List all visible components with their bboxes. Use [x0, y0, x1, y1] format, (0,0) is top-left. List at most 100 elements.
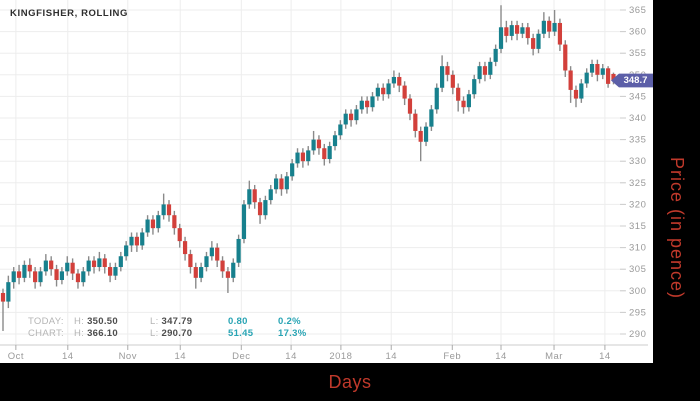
candle-body: [11, 271, 16, 283]
x-axis-label: 14: [174, 351, 186, 362]
candle-body: [140, 232, 145, 246]
candle-body: [172, 215, 177, 229]
candle-body: [456, 87, 461, 101]
candle-body: [150, 219, 156, 229]
candle-body: [102, 258, 107, 268]
x-axis-label: 14: [285, 351, 297, 362]
y-axis-label: 325: [629, 178, 646, 189]
candle-body: [498, 27, 504, 49]
today-change: 0.80: [228, 316, 248, 327]
candle-body: [43, 260, 48, 272]
y-axis-label: 295: [629, 307, 646, 318]
candle-body: [391, 76, 397, 84]
candle-body: [16, 271, 22, 278]
candle-body: [145, 219, 150, 233]
candle-body: [86, 260, 91, 272]
candle-body: [49, 260, 54, 270]
chart-label: CHART:: [28, 328, 64, 339]
candle-body: [579, 83, 584, 99]
y-axis-label: 330: [629, 156, 646, 167]
price-stats: TODAY: H: 350.50 L: 347.79 0.80 0.2% CHA…: [28, 316, 326, 340]
today-change-pct: 0.2%: [278, 316, 301, 327]
candle-body: [520, 27, 525, 34]
candle-body: [541, 20, 546, 34]
y-axis-title: Price (in pence): [667, 156, 687, 300]
candle-body: [381, 87, 386, 95]
candle-body: [552, 22, 557, 32]
candle-body: [477, 66, 482, 80]
today-label: TODAY:: [28, 316, 64, 327]
candle-body: [370, 96, 375, 108]
candle-body: [65, 262, 70, 272]
y-axis-title-bar: Price (in pence): [653, 0, 700, 401]
candle-body: [440, 66, 445, 88]
candle-body: [134, 236, 139, 246]
candlestick-chart[interactable]: Oct 14 Nov 14 Dec 14 2018 14 Feb 14 Mar 14 290 295 300…: [0, 0, 653, 363]
chart-canvas: Oct 14 Nov 14 Dec 14 2018 14 Feb 14 Mar 14 290 295 300…: [0, 0, 648, 362]
candle-body: [509, 25, 514, 36]
chart-change-pct: 17.3%: [278, 328, 307, 339]
today-high: H: 350.50: [74, 316, 118, 327]
candle-body: [284, 176, 289, 190]
candle-body: [450, 74, 455, 88]
candle-body: [156, 215, 161, 229]
candle-body: [557, 22, 563, 45]
candle-body: [429, 109, 434, 127]
candle-body: [407, 98, 413, 114]
candle-body: [252, 189, 257, 203]
candle-body: [584, 72, 589, 84]
candle-body: [402, 85, 407, 99]
candle-body: [611, 73, 616, 81]
candle-body: [547, 20, 552, 32]
x-axis-label: 14: [599, 351, 611, 362]
candle-body: [397, 76, 402, 86]
candle-body: [108, 267, 113, 276]
candle-body: [241, 204, 247, 239]
candle-body: [231, 262, 236, 278]
candle-body: [220, 260, 225, 272]
candle-body: [386, 83, 391, 95]
candle-body: [215, 247, 220, 261]
y-axis-label: 365: [629, 5, 646, 16]
stats-row-today: TODAY: H: 350.50 L: 347.79 0.80 0.2%: [28, 316, 326, 328]
chart-high: H: 366.10: [74, 328, 118, 339]
candle-body: [606, 68, 611, 84]
candle-body: [332, 135, 338, 147]
candle-body: [6, 282, 11, 302]
y-axis-label: 305: [629, 264, 646, 275]
x-axis-title: Days: [328, 371, 372, 392]
candle-body: [514, 25, 520, 34]
y-axis-label: 345: [629, 91, 646, 102]
x-axis-label: 14: [385, 351, 397, 362]
candle-body: [27, 264, 32, 272]
candle-body: [413, 113, 418, 131]
x-axis-label: 14: [62, 351, 74, 362]
y-axis-label: 320: [629, 199, 646, 210]
candle-body: [434, 87, 439, 110]
candle-body: [568, 70, 573, 90]
candle-body: [600, 68, 605, 75]
x-axis-label: Oct: [8, 351, 24, 362]
candle-body: [472, 79, 477, 95]
x-axis-label: Nov: [119, 351, 137, 362]
y-axis-label: 310: [629, 243, 646, 254]
last-price-value: 348.7: [623, 75, 648, 86]
x-axis-title-bar: Days: [0, 363, 700, 401]
y-axis-label: 335: [629, 135, 646, 146]
x-axis-label: Dec: [232, 351, 250, 362]
candle-body: [573, 89, 579, 99]
candle-body: [322, 148, 327, 160]
y-axis-label: 315: [629, 221, 646, 232]
candle-body: [113, 267, 118, 276]
y-axis-label: 360: [629, 27, 646, 38]
candle-body: [338, 124, 343, 136]
candle-body: [199, 267, 204, 278]
symbol-title: KINGFISHER, ROLLING: [10, 8, 129, 19]
candle-body: [359, 100, 364, 110]
candle-body: [300, 152, 305, 162]
x-axis-label: 14: [495, 351, 507, 362]
chart-change: 51.45: [228, 328, 254, 339]
candle-body: [0, 292, 6, 302]
candle-body: [365, 100, 370, 108]
candle-body: [247, 189, 252, 205]
